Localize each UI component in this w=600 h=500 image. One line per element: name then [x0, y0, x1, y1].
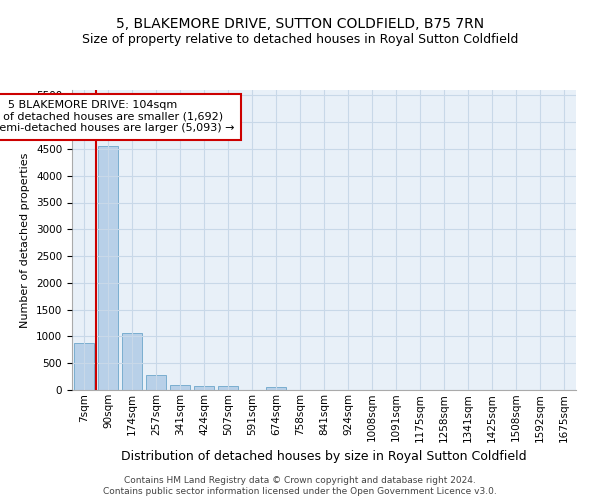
- Bar: [170, 385, 190, 390]
- Bar: [74, 344, 94, 390]
- Bar: [194, 386, 214, 390]
- Text: 5 BLAKEMORE DRIVE: 104sqm
← 25% of detached houses are smaller (1,692)
74% of se: 5 BLAKEMORE DRIVE: 104sqm ← 25% of detac…: [0, 100, 235, 134]
- Y-axis label: Number of detached properties: Number of detached properties: [20, 152, 31, 328]
- Bar: [218, 386, 238, 390]
- Bar: [266, 387, 286, 390]
- Bar: [146, 376, 166, 390]
- Text: Contains HM Land Registry data © Crown copyright and database right 2024.: Contains HM Land Registry data © Crown c…: [124, 476, 476, 485]
- X-axis label: Distribution of detached houses by size in Royal Sutton Coldfield: Distribution of detached houses by size …: [121, 450, 527, 463]
- Text: Contains public sector information licensed under the Open Government Licence v3: Contains public sector information licen…: [103, 488, 497, 496]
- Bar: [98, 146, 118, 390]
- Text: 5, BLAKEMORE DRIVE, SUTTON COLDFIELD, B75 7RN: 5, BLAKEMORE DRIVE, SUTTON COLDFIELD, B7…: [116, 18, 484, 32]
- Bar: [122, 333, 142, 390]
- Text: Size of property relative to detached houses in Royal Sutton Coldfield: Size of property relative to detached ho…: [82, 32, 518, 46]
